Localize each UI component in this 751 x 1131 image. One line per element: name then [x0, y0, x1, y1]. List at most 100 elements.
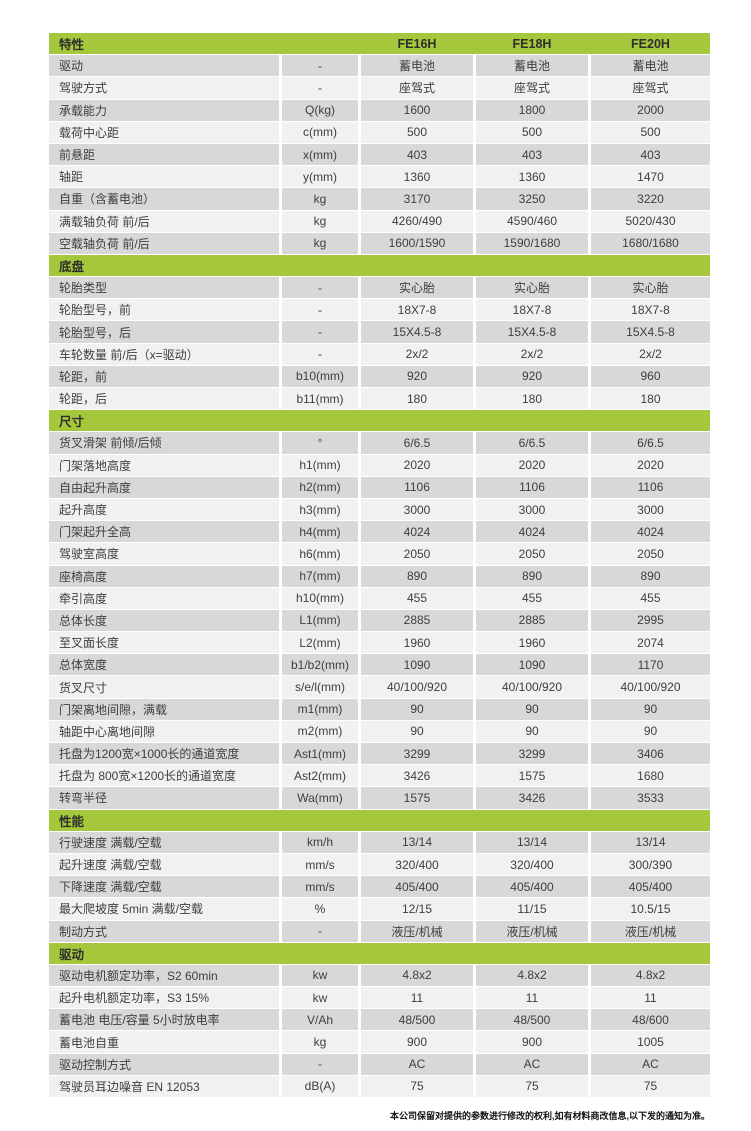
row-value-fe16h: 6/6.5 — [361, 432, 473, 454]
row-value-fe20h: 4024 — [591, 521, 710, 543]
row-unit: h3(mm) — [282, 498, 358, 521]
table-row: 制动方式 - 液压/机械 液压/机械 液压/机械 — [49, 920, 710, 942]
table-row: 车轮数量 前/后（x=驱动） - 2x/2 2x/2 2x/2 — [49, 343, 710, 365]
row-unit: L2(mm) — [282, 632, 358, 654]
row-unit: s/e/l(mm) — [282, 676, 358, 698]
row-value-fe20h: 1680/1680 — [591, 232, 710, 254]
row-value-fe20h: 500 — [591, 121, 710, 143]
row-value-fe20h: 455 — [591, 587, 710, 609]
row-unit: - — [282, 77, 358, 99]
row-value-fe18h: 455 — [476, 587, 588, 609]
row-value-fe16h: 900 — [361, 1031, 473, 1053]
row-value-fe20h: 3533 — [591, 787, 710, 809]
table-header-row: 特性 FE16H FE18H FE20H — [49, 33, 710, 55]
row-value-fe18h: 6/6.5 — [476, 432, 588, 454]
table-row: 驱动电机额定功率，S2 60min kw 4.8x2 4.8x2 4.8x2 — [49, 964, 710, 987]
row-unit: m2(mm) — [282, 720, 358, 742]
row-value-fe16h: 890 — [361, 565, 473, 587]
row-unit: ° — [282, 432, 358, 454]
section-header: 性能 — [49, 809, 710, 831]
row-unit: kg — [282, 210, 358, 232]
row-value-fe18h: 3426 — [476, 787, 588, 809]
row-label: 轮胎类型 — [49, 277, 279, 299]
table-row: 总体长度 L1(mm) 2885 2885 2995 — [49, 609, 710, 632]
section-header: 尺寸 — [49, 410, 710, 432]
row-value-fe18h: 1960 — [476, 632, 588, 654]
table-row: 驾驶员耳边噪音 EN 12053 dB(A) 75 75 75 — [49, 1075, 710, 1097]
row-label: 牵引高度 — [49, 587, 279, 609]
table-row: 承载能力 Q(kg) 1600 1800 2000 — [49, 99, 710, 121]
table-row: 门架离地间隙，满载 m1(mm) 90 90 90 — [49, 698, 710, 720]
table-row: 轮距，前 b10(mm) 920 920 960 — [49, 365, 710, 387]
row-value-fe18h: 1575 — [476, 765, 588, 787]
row-value-fe20h: 11 — [591, 987, 710, 1009]
row-value-fe20h: 2074 — [591, 632, 710, 654]
row-unit: kg — [282, 1031, 358, 1053]
table-row: 轮胎型号，前 - 18X7-8 18X7-8 18X7-8 — [49, 299, 710, 321]
row-label: 下降速度 满载/空载 — [49, 876, 279, 898]
row-unit: kg — [282, 232, 358, 254]
row-value-fe16h: 4024 — [361, 521, 473, 543]
row-value-fe16h: 12/15 — [361, 898, 473, 920]
table-row: 驾驶方式 - 座驾式 座驾式 座驾式 — [49, 77, 710, 99]
table-row: 座椅高度 h7(mm) 890 890 890 — [49, 565, 710, 587]
row-unit: % — [282, 898, 358, 920]
table-row: 门架落地高度 h1(mm) 2020 2020 2020 — [49, 454, 710, 476]
row-value-fe16h: 320/400 — [361, 853, 473, 876]
row-label: 行驶速度 满载/空载 — [49, 831, 279, 853]
row-value-fe18h: 320/400 — [476, 853, 588, 876]
row-label: 总体长度 — [49, 609, 279, 632]
row-value-fe16h: 403 — [361, 143, 473, 166]
row-value-fe18h: 1090 — [476, 654, 588, 676]
table-row: 轴距中心离地间隙 m2(mm) 90 90 90 — [49, 720, 710, 742]
row-value-fe16h: 2x/2 — [361, 343, 473, 365]
row-value-fe16h: 180 — [361, 388, 473, 410]
spec-table: 特性 FE16H FE18H FE20H 驱动 - 蓄电池 蓄电池 蓄电池 驾驶… — [49, 33, 710, 1097]
row-label: 门架落地高度 — [49, 454, 279, 476]
row-label: 托盘为 800宽×1200长的通道宽度 — [49, 765, 279, 787]
row-value-fe16h: 1575 — [361, 787, 473, 809]
table-row: 起升高度 h3(mm) 3000 3000 3000 — [49, 498, 710, 521]
row-value-fe20h: 960 — [591, 365, 710, 387]
table-row: 轮胎类型 - 实心胎 实心胎 实心胎 — [49, 277, 710, 299]
row-value-fe18h: 4024 — [476, 521, 588, 543]
table-row: 行驶速度 满载/空载 km/h 13/14 13/14 13/14 — [49, 831, 710, 853]
row-value-fe20h: 2995 — [591, 609, 710, 632]
row-label: 最大爬坡度 5min 满载/空载 — [49, 898, 279, 920]
row-value-fe20h: 蓄电池 — [591, 55, 710, 77]
row-label: 驱动控制方式 — [49, 1053, 279, 1075]
row-unit: h7(mm) — [282, 565, 358, 587]
row-value-fe18h: 蓄电池 — [476, 55, 588, 77]
row-value-fe20h: 1680 — [591, 765, 710, 787]
row-unit: h1(mm) — [282, 454, 358, 476]
row-value-fe20h: 实心胎 — [591, 277, 710, 299]
row-value-fe16h: 4.8x2 — [361, 964, 473, 987]
table-row: 空载轴负荷 前/后 kg 1600/1590 1590/1680 1680/16… — [49, 232, 710, 254]
row-value-fe18h: 403 — [476, 143, 588, 166]
row-label: 空载轴负荷 前/后 — [49, 232, 279, 254]
table-row: 下降速度 满载/空载 mm/s 405/400 405/400 405/400 — [49, 876, 710, 898]
row-value-fe16h: 15X4.5-8 — [361, 321, 473, 343]
row-unit: Q(kg) — [282, 99, 358, 121]
row-value-fe18h: 900 — [476, 1031, 588, 1053]
row-value-fe16h: 75 — [361, 1075, 473, 1097]
row-value-fe18h: 4590/460 — [476, 210, 588, 232]
row-unit: - — [282, 1053, 358, 1075]
row-value-fe20h: 3406 — [591, 743, 710, 765]
row-value-fe16h: 90 — [361, 720, 473, 742]
row-value-fe16h: 1600/1590 — [361, 232, 473, 254]
row-value-fe20h: 3000 — [591, 498, 710, 521]
row-value-fe18h: 90 — [476, 698, 588, 720]
row-label: 货叉尺寸 — [49, 676, 279, 698]
header-model-fe16h: FE16H — [397, 36, 437, 51]
row-value-fe20h: 3220 — [591, 188, 710, 210]
row-value-fe18h: 11/15 — [476, 898, 588, 920]
row-value-fe20h: 液压/机械 — [591, 920, 710, 942]
row-label: 驾驶方式 — [49, 77, 279, 99]
table-row: 轮胎型号，后 - 15X4.5-8 15X4.5-8 15X4.5-8 — [49, 321, 710, 343]
row-value-fe20h: 10.5/15 — [591, 898, 710, 920]
row-value-fe16h: 13/14 — [361, 831, 473, 853]
row-value-fe18h: 18X7-8 — [476, 299, 588, 321]
row-value-fe16h: 90 — [361, 698, 473, 720]
row-unit: mm/s — [282, 876, 358, 898]
